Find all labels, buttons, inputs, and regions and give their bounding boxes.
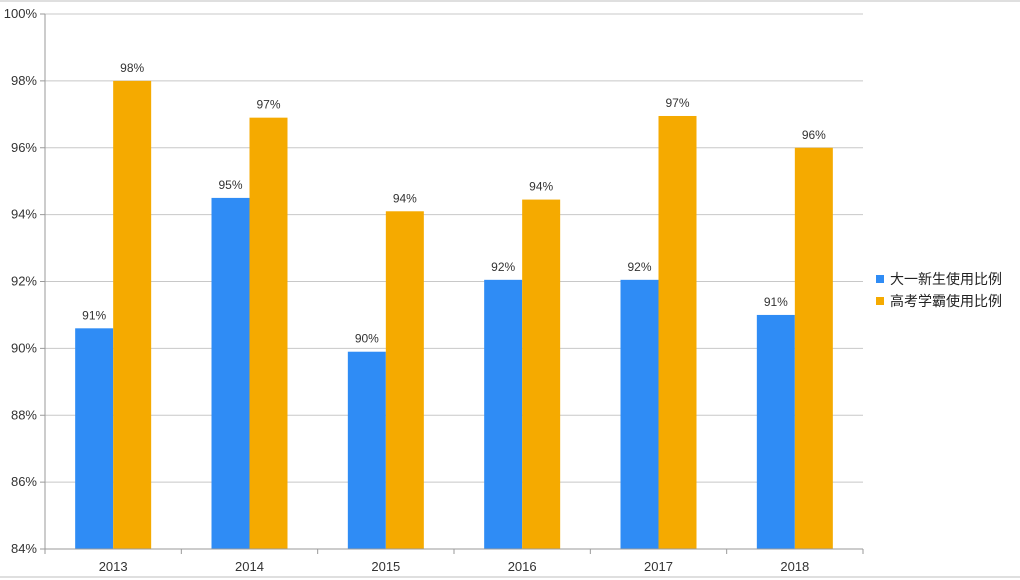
bar-1-2015: [347, 351, 386, 549]
bar-2-2017: [658, 115, 697, 549]
bar-2-2016: [522, 199, 561, 549]
data-label: 94%: [529, 180, 553, 194]
data-labels: 91% 98% 95% 97% 90% 94% 92% 94% 92% 97% 91% 96%: [82, 61, 826, 346]
bar-2-2013: [113, 80, 152, 549]
data-label: 92%: [491, 260, 515, 274]
x-tick-label: 2015: [371, 559, 400, 574]
gridlines: [45, 13, 863, 550]
legend-label-series-2: 高考学霸使用比例: [890, 294, 1002, 310]
legend-label-series-1: 大一新生使用比例: [890, 272, 1002, 288]
y-tick-label: 94%: [11, 207, 37, 222]
y-tick-label: 96%: [11, 140, 37, 155]
legend: 大一新生使用比例 高考学霸使用比例: [876, 268, 1002, 312]
data-label: 95%: [218, 178, 242, 192]
data-label: 97%: [256, 98, 280, 112]
bars: [75, 80, 833, 549]
y-tick-label: 88%: [11, 407, 37, 422]
x-tick-label: 2016: [508, 559, 537, 574]
y-tick-label: 90%: [11, 340, 37, 355]
bar-1-2017: [620, 279, 659, 549]
bar-2-2014: [249, 117, 288, 549]
x-tick-label: 2017: [644, 559, 673, 574]
legend-swatch-series-2: [876, 297, 884, 305]
data-label: 91%: [82, 308, 106, 322]
x-tick-label: 2018: [780, 559, 809, 574]
legend-item-series-2: 高考学霸使用比例: [876, 290, 1002, 312]
bar-1-2014: [211, 197, 250, 549]
bar-2-2018: [794, 147, 833, 549]
bar-2-2015: [385, 211, 424, 549]
bar-1-2016: [484, 279, 523, 549]
y-tick-label: 86%: [11, 474, 37, 489]
y-tick-label: 92%: [11, 274, 37, 289]
data-label: 98%: [120, 61, 144, 75]
legend-swatch-series-1: [876, 275, 884, 283]
data-label: 92%: [627, 260, 651, 274]
y-tick-label: 98%: [11, 73, 37, 88]
data-label: 97%: [665, 96, 689, 110]
legend-item-series-1: 大一新生使用比例: [876, 268, 1002, 290]
bar-1-2018: [756, 314, 795, 549]
data-label: 94%: [393, 191, 417, 205]
x-tick-label: 2014: [235, 559, 264, 574]
y-tick-label: 100%: [4, 6, 38, 21]
y-tick-label: 84%: [11, 541, 37, 556]
data-label: 96%: [802, 128, 826, 142]
data-label: 91%: [764, 295, 788, 309]
x-tick-label: 2013: [99, 559, 128, 574]
axes: 84% 86% 88% 90% 92% 94% 96% 98% 100% 2013 2014 2015…: [4, 6, 864, 574]
bar-1-2013: [75, 328, 114, 549]
data-label: 90%: [355, 332, 379, 346]
